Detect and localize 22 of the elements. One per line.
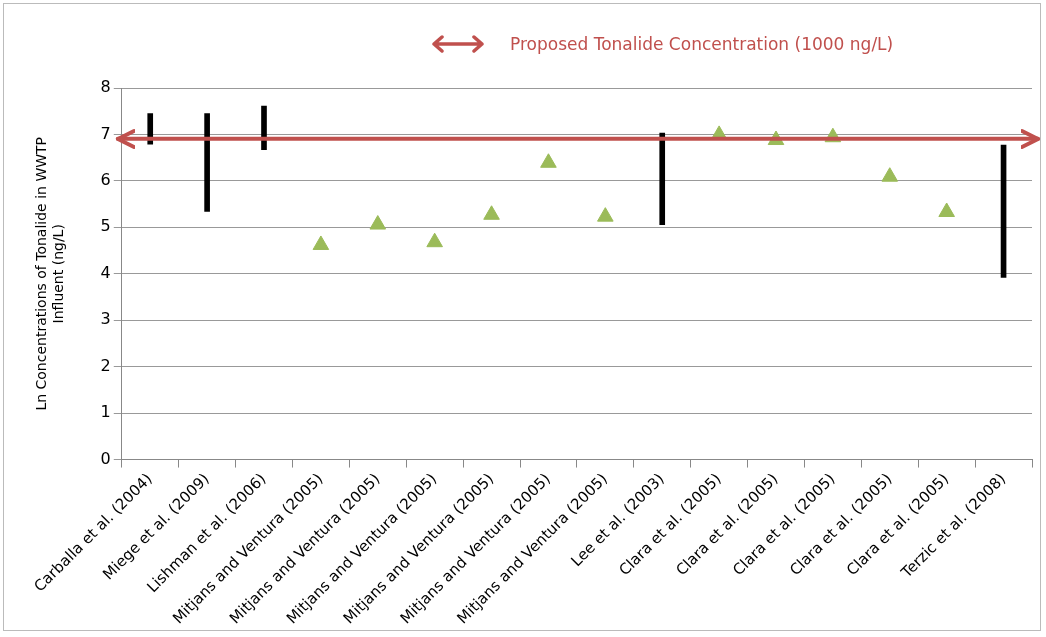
point [426,232,443,248]
y-tick-label: 8 [100,77,111,97]
point [540,153,557,168]
point [938,202,955,218]
y-tick-label: 1 [100,402,111,422]
point [881,167,899,182]
legend-label: Proposed Tonalide Concentration (1000 ng/L) [510,34,894,54]
point [369,215,387,230]
y-tick-label: 7 [100,123,111,143]
point [597,207,614,222]
point [312,235,330,250]
y-tick-label: 2 [100,355,111,375]
bar [261,105,267,151]
y-tick-label: 3 [100,309,111,329]
point [483,205,500,220]
bar [659,132,666,225]
bar [204,113,210,212]
y-tick-label: 4 [100,262,111,282]
y-axis-title: Ln Concentrations of Tonalide in WWTP Influent (ng/L) [33,136,66,411]
y-tick-label: 6 [100,170,111,190]
y-tick-label: 5 [100,216,111,236]
y-tick-label: 0 [100,448,111,468]
